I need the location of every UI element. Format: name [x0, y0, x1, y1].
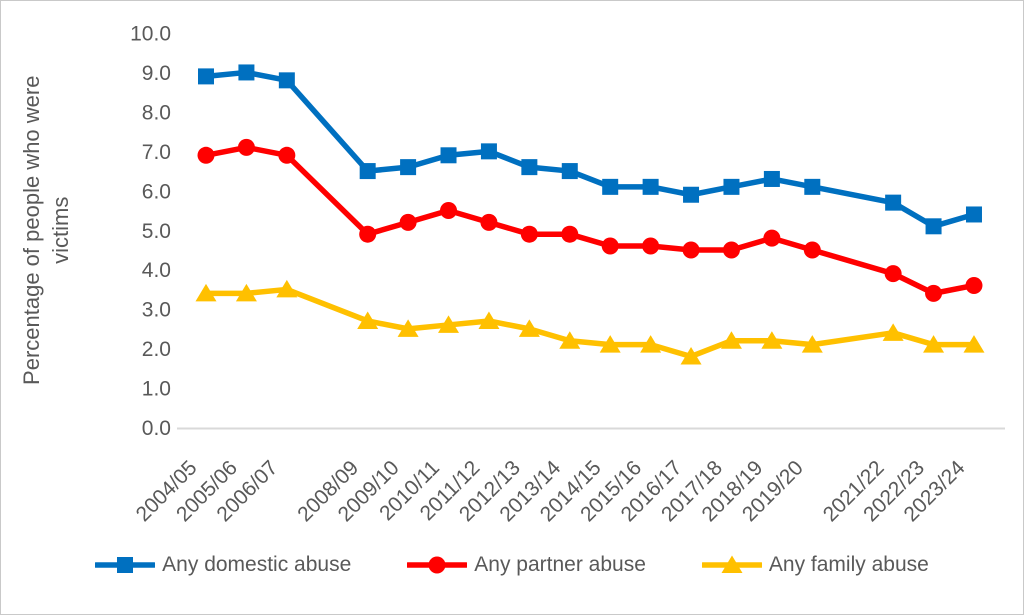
y-tick-label: 4.0 [142, 259, 171, 282]
square-marker [359, 163, 376, 180]
triangle-marker [438, 315, 460, 333]
square-marker [561, 163, 578, 180]
legend-swatch-triangle [701, 555, 762, 573]
triangle-marker [923, 335, 945, 353]
circle-marker [480, 213, 498, 231]
circle-marker [399, 213, 417, 231]
triangle-marker [276, 279, 298, 298]
legend-item-any-family-abuse: Any family abuse [701, 553, 929, 577]
square-marker [278, 72, 295, 89]
circle-marker [682, 241, 700, 259]
circle-marker [925, 284, 943, 302]
square-marker [521, 159, 538, 176]
circle-marker [359, 225, 377, 243]
triangle-marker [801, 335, 823, 353]
circle-marker [965, 276, 983, 294]
legend-label: Any domestic abuse [162, 553, 352, 576]
y-tick-label: 10.0 [130, 23, 171, 46]
legend-item-any-domestic-abuse: Any domestic abuse [95, 553, 351, 577]
y-tick-label: 3.0 [142, 299, 171, 322]
square-marker [480, 143, 497, 160]
square-marker [965, 206, 982, 223]
y-tick-label: 5.0 [142, 220, 171, 243]
square-marker [763, 170, 780, 187]
circle-marker [197, 146, 215, 164]
triangle-marker [761, 331, 783, 349]
square-marker [723, 178, 740, 195]
circle-marker [763, 229, 781, 247]
series-line-any-domestic-abuse [203, 69, 977, 230]
circle-marker [561, 225, 579, 243]
triangle-marker [195, 283, 217, 302]
triangle-marker [518, 319, 540, 337]
y-tick-label: 0.0 [142, 417, 171, 440]
square-marker [925, 218, 942, 235]
square-marker [198, 68, 214, 85]
square-marker [238, 64, 255, 81]
square-marker [642, 178, 659, 195]
triangle-marker [478, 311, 500, 329]
square-marker [683, 186, 700, 203]
y-axis: 0.0 1.0 2.0 3.0 4.0 5.0 6.0 7.0 8.0 9.0 10.0 [130, 23, 171, 441]
circle-marker [803, 241, 821, 259]
square-marker [400, 159, 417, 176]
circle-marker [884, 265, 902, 283]
legend-marker-group [428, 556, 446, 574]
circle-marker [601, 237, 619, 255]
square-marker-icon [117, 557, 134, 573]
triangle-marker [963, 335, 985, 353]
y-axis-title: Percentage of people who were victims [19, 76, 73, 385]
circle-marker [278, 146, 296, 164]
circle-marker-icon [428, 556, 446, 574]
legend-swatch-square [95, 557, 156, 573]
legend-marker-group [117, 557, 134, 573]
y-tick-label: 7.0 [142, 141, 171, 164]
series-any-domestic-abuse [198, 64, 982, 235]
series-any-family-abuse [195, 279, 985, 365]
triangle-marker [680, 346, 702, 365]
triangle-marker [559, 331, 581, 349]
legend-swatch-circle [407, 556, 468, 574]
series-line-any-family-abuse [203, 286, 977, 360]
line-chart: Percentage of people who were victims 0.0 1… [19, 23, 1005, 526]
square-marker [804, 178, 821, 195]
series-any-partner-abuse [197, 138, 983, 302]
triangle-marker [882, 323, 904, 341]
legend-label: Any partner abuse [474, 553, 646, 576]
y-tick-label: 1.0 [142, 378, 171, 401]
triangle-marker [640, 335, 662, 353]
circle-marker [722, 241, 740, 259]
square-marker [440, 147, 457, 164]
chart-legend: Any domestic abuse Any partner abuse Any f… [1, 553, 1023, 577]
circle-marker [642, 237, 660, 255]
legend-marker-group [721, 555, 743, 573]
y-tick-label: 8.0 [142, 101, 171, 124]
triangle-marker [397, 319, 419, 337]
circle-marker [237, 138, 255, 156]
legend-label: Any family abuse [768, 553, 929, 576]
triangle-marker [357, 311, 379, 329]
square-marker [885, 194, 902, 211]
triangle-marker [720, 331, 742, 349]
circle-marker [440, 202, 458, 220]
y-tick-label: 6.0 [142, 180, 171, 203]
y-tick-label: 2.0 [142, 338, 171, 361]
y-tick-label: 9.0 [142, 62, 171, 85]
triangle-marker [599, 335, 621, 353]
triangle-marker-icon [721, 555, 743, 573]
square-marker [602, 178, 619, 195]
circle-marker [520, 225, 538, 243]
series-line-any-partner-abuse [203, 144, 977, 297]
legend-item-any-partner-abuse: Any partner abuse [407, 553, 646, 577]
triangle-marker [235, 283, 257, 302]
